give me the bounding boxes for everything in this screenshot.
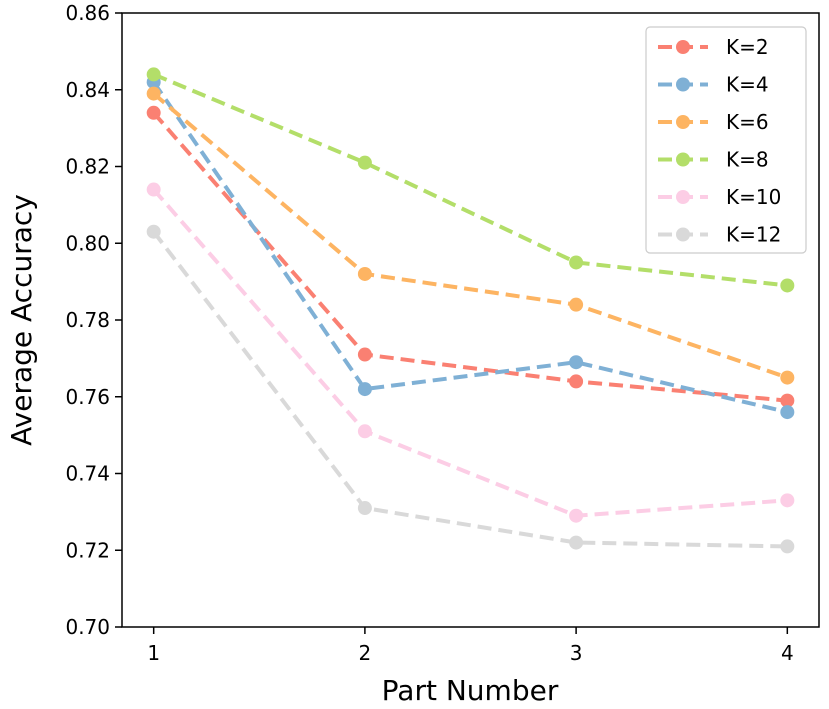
data-point: [569, 374, 584, 389]
legend-label: K=10: [726, 185, 781, 209]
legend-label: K=12: [726, 223, 781, 247]
data-point: [146, 105, 161, 120]
data-point: [357, 424, 372, 439]
x-tick-label: 2: [359, 641, 372, 665]
series-k-4: [146, 75, 795, 420]
legend-item: K=8: [658, 148, 769, 172]
y-axis-label: Average Accuracy: [5, 194, 38, 446]
data-point: [357, 501, 372, 516]
series-k-10: [146, 182, 795, 523]
y-tick-label: 0.86: [65, 1, 110, 25]
legend-item: K=6: [658, 110, 769, 134]
x-tick-label: 1: [147, 641, 160, 665]
series-line: [152, 188, 788, 518]
legend-marker: [676, 190, 690, 204]
data-point: [569, 255, 584, 270]
legend-label: K=4: [726, 73, 769, 97]
data-point: [780, 493, 795, 508]
y-tick-label: 0.76: [65, 385, 110, 409]
legend-item: K=2: [658, 35, 769, 59]
x-tick-label: 4: [781, 641, 794, 665]
data-point: [780, 405, 795, 420]
data-point: [146, 182, 161, 197]
legend-marker: [676, 115, 690, 129]
data-point: [780, 539, 795, 554]
legend-frame: [645, 26, 807, 254]
legend-item: K=10: [658, 185, 781, 209]
x-tick-label: 3: [570, 641, 583, 665]
y-tick-label: 0.80: [65, 231, 110, 255]
data-point: [357, 155, 372, 170]
legend: K=2 K=4 K=6 K=8 K=10 K=12: [645, 26, 807, 254]
y-tick-label: 0.74: [65, 462, 110, 486]
legend-marker: [676, 152, 690, 167]
series-k-8: [146, 67, 795, 293]
data-point: [569, 297, 584, 312]
data-point: [146, 224, 161, 239]
series-line: [152, 80, 788, 415]
data-point: [780, 370, 795, 385]
series-line: [152, 92, 788, 380]
series-k-12: [146, 224, 795, 554]
legend-item: K=12: [658, 223, 781, 247]
legend-label: K=2: [726, 35, 769, 59]
series-k-6: [146, 86, 795, 385]
y-tick-label: 0.84: [65, 78, 110, 102]
data-point: [780, 278, 795, 293]
legend-label: K=6: [726, 110, 769, 134]
series-line: [152, 230, 788, 549]
legend-marker: [676, 227, 690, 242]
x-axis-label: Part Number: [382, 674, 559, 707]
legend-label: K=8: [726, 148, 769, 172]
series-layer: [146, 67, 795, 554]
data-point: [569, 535, 584, 550]
y-tick-label: 0.78: [65, 308, 110, 332]
data-point: [357, 347, 372, 362]
data-point: [357, 382, 372, 397]
series-line: [152, 111, 788, 403]
axes-layer: 0.70 0.72 0.74 0.76 0.78 0.80 0.82 0.84 0.86 1 2 3 4: [65, 1, 820, 665]
legend-marker: [676, 40, 690, 54]
data-point: [569, 508, 584, 523]
legend-item: K=4: [658, 73, 769, 97]
y-tick-label: 0.72: [65, 538, 110, 562]
legend-marker: [676, 77, 690, 92]
series-k-2: [146, 105, 795, 408]
data-point: [146, 86, 161, 101]
series-line: [152, 72, 788, 288]
data-point: [780, 393, 795, 408]
data-point: [357, 266, 372, 281]
data-point: [146, 67, 161, 82]
data-point: [569, 355, 584, 370]
y-tick-label: 0.70: [65, 615, 110, 639]
y-tick-label: 0.82: [65, 155, 110, 179]
